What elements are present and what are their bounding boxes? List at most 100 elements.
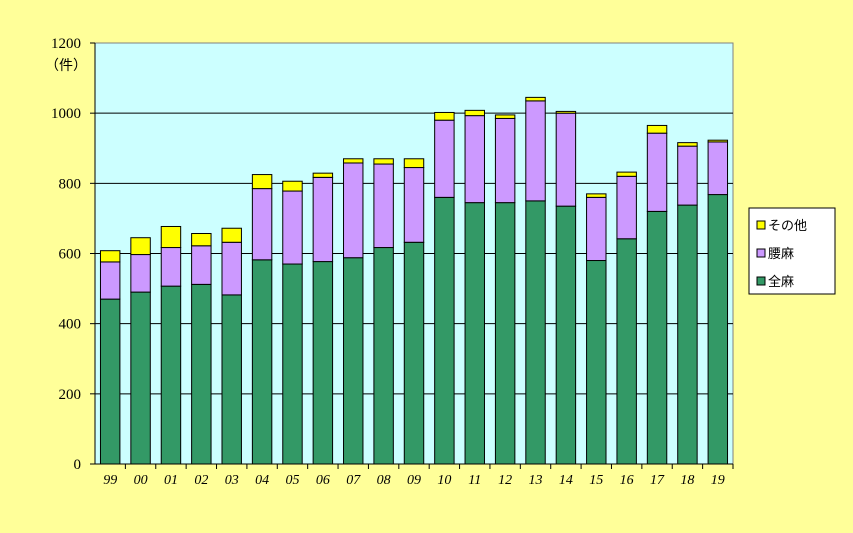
bar-segment [434, 196, 455, 465]
bar-segment [221, 294, 242, 465]
x-tick-label: 10 [437, 473, 451, 488]
x-tick-label: 13 [529, 473, 543, 488]
x-tick-label: 09 [407, 473, 421, 488]
bar-segment [677, 204, 698, 465]
y-tick-label: 400 [59, 317, 82, 333]
bar-segment [221, 241, 242, 296]
x-tick-label: 02 [194, 473, 208, 488]
x-tick-label: 19 [711, 473, 725, 488]
y-unit-label: （件） [45, 58, 87, 74]
x-tick-label: 03 [225, 473, 239, 488]
bar-segment [403, 167, 425, 243]
bar-segment [677, 145, 698, 206]
bar-segment [586, 193, 607, 198]
bar-segment [494, 114, 516, 119]
bar-segment [677, 142, 698, 147]
legend-label: 全麻 [768, 274, 794, 290]
bar-segment [464, 115, 485, 204]
bar-segment [99, 250, 121, 263]
x-tick-label: 05 [285, 473, 299, 488]
bar-segment [646, 132, 668, 212]
bar-segment [221, 227, 242, 243]
bar-segment [343, 257, 364, 465]
bar-segment [130, 291, 151, 465]
bar-segment [494, 117, 516, 204]
bars [99, 96, 729, 465]
bar-segment [707, 194, 729, 465]
x-tick-label: 01 [164, 473, 178, 488]
bar-segment [434, 111, 455, 121]
y-tick-label: 1200 [51, 36, 81, 52]
bar-segment [160, 225, 182, 249]
bar-segment [616, 238, 637, 465]
bar-segment [555, 205, 577, 465]
bar-segment [99, 298, 121, 465]
bar-segment [403, 241, 425, 465]
x-tick-label: 12 [498, 473, 512, 488]
y-tick-label: 600 [59, 247, 82, 263]
y-tick-label: 200 [59, 387, 82, 403]
bar-segment [646, 124, 668, 134]
legend-swatch [756, 220, 766, 230]
bar-segment [707, 139, 729, 143]
bar-segment [251, 188, 273, 261]
bar-segment [555, 110, 577, 114]
bar-segment [586, 260, 607, 465]
axes: 0 200 400 600 800 1000 1200 99 00 01 02 03 04 05 06 07 0… [51, 36, 734, 488]
bar-segment [99, 261, 121, 300]
bar-segment [464, 202, 485, 465]
bar-segment [160, 247, 182, 287]
bar-segment [282, 263, 303, 465]
x-tick-label: 08 [377, 473, 391, 488]
bar-segment [373, 158, 394, 165]
bar-segment [646, 210, 668, 465]
x-tick-label: 99 [103, 473, 117, 488]
x-tick-label: 07 [346, 473, 361, 488]
bar-segment [312, 261, 334, 465]
bar-segment [343, 162, 364, 259]
bar-segment [586, 196, 607, 262]
bar-segment [403, 158, 425, 169]
legend-swatch [756, 248, 766, 258]
bar-segment [191, 283, 212, 465]
bar-segment [616, 175, 637, 240]
x-tick-label: 06 [316, 473, 330, 488]
x-tick-label: 16 [620, 473, 634, 488]
legend-label: 腰麻 [768, 247, 794, 262]
bar-segment [282, 180, 303, 192]
bar-segment [191, 233, 212, 247]
legend-swatch [756, 276, 766, 286]
x-tick-label: 14 [559, 473, 573, 488]
bar-segment [616, 171, 637, 177]
bar-segment [160, 285, 182, 465]
x-tick-label: 17 [650, 473, 665, 488]
x-tick-label: 00 [134, 473, 148, 488]
bar-segment [251, 259, 273, 465]
bar-segment [343, 158, 364, 164]
bar-segment [434, 119, 455, 198]
bar-segment [282, 190, 303, 265]
bar-segment [312, 176, 334, 263]
x-tick-label: 11 [468, 473, 481, 488]
bar-segment [464, 109, 485, 117]
x-tick-label: 15 [589, 473, 603, 488]
bar-segment [494, 202, 516, 465]
bar-segment [251, 174, 273, 190]
bar-segment [312, 172, 334, 178]
bar-segment [525, 200, 546, 465]
bar-segment [525, 96, 546, 102]
bar-segment [525, 100, 546, 202]
bar-segment [130, 254, 151, 293]
x-tick-label: 04 [255, 473, 269, 488]
bar-segment [555, 112, 577, 207]
bar-segment [130, 237, 151, 256]
bar-segment [373, 247, 394, 465]
x-tick-label: 18 [680, 473, 694, 488]
y-tick-label: 1000 [51, 106, 81, 122]
legend-label: その他 [768, 219, 807, 234]
y-tick-label: 800 [59, 176, 82, 192]
bar-segment [707, 141, 729, 196]
